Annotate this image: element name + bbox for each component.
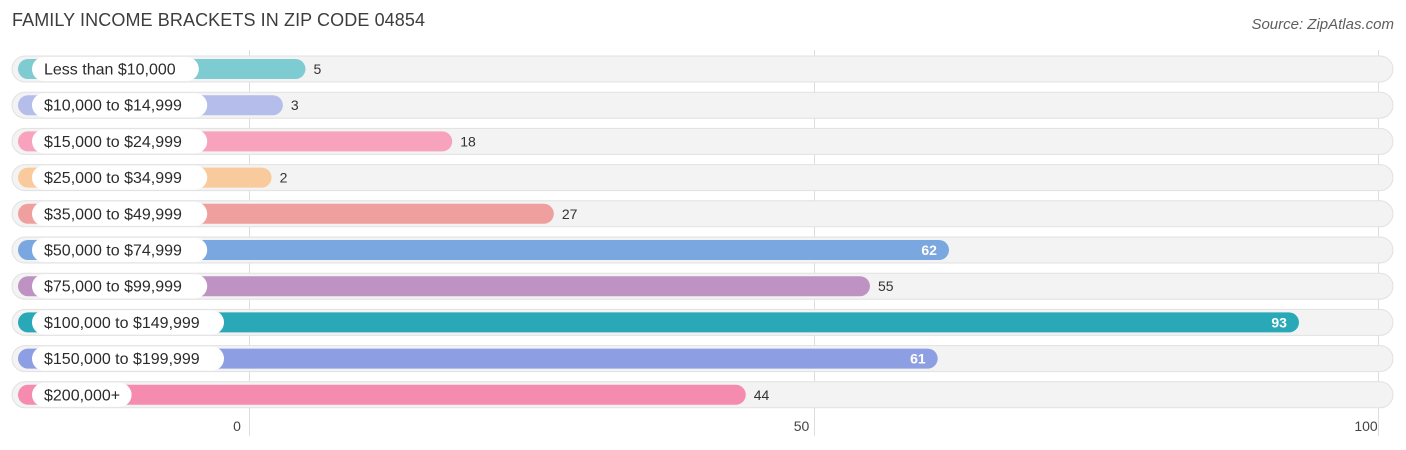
ticks-layer: 0 50 100 (233, 418, 1378, 434)
bar (18, 276, 870, 297)
category-pill (32, 238, 208, 262)
value-label: 18 (460, 133, 476, 149)
category-label: $35,000 to $49,999 (44, 206, 182, 223)
bar-track (11, 164, 1394, 192)
bar-row: $25,000 to $34,999 2 (11, 164, 1394, 192)
value-label: 44 (754, 387, 770, 403)
bar-row: $75,000 to $99,999 55 (11, 272, 1394, 300)
value-label: 5 (313, 61, 321, 77)
category-label: $50,000 to $74,999 (44, 243, 182, 260)
rows-layer: Less than $10,000 5 $10,000 to $14,999 3 $15… (11, 55, 1394, 409)
category-label: $75,000 to $99,999 (44, 279, 182, 296)
value-label: 2 (280, 170, 288, 186)
bar-row: $150,000 to $199,999 61 (11, 345, 1394, 373)
bar-row: $15,000 to $24,999 18 (11, 127, 1394, 155)
value-label: 62 (921, 242, 937, 258)
category-pill (32, 57, 199, 81)
category-label: $10,000 to $14,999 (44, 98, 182, 115)
value-label: 61 (910, 351, 926, 367)
category-pill (32, 165, 208, 190)
bar (18, 384, 746, 405)
category-pill (32, 274, 208, 299)
bar-track (11, 55, 1394, 83)
chart-title: FAMILY INCOME BRACKETS IN ZIP CODE 04854 (12, 10, 426, 30)
bar-track (11, 91, 1394, 119)
category-label: $15,000 to $24,999 (44, 134, 182, 151)
value-label: 3 (291, 97, 299, 113)
value-label: 27 (562, 206, 578, 222)
bar (18, 312, 1299, 333)
category-label: Less than $10,000 (44, 62, 176, 79)
bar-row: $10,000 to $14,999 3 (11, 91, 1394, 119)
bar-row: $100,000 to $149,999 93 (11, 308, 1394, 336)
x-tick-label: 0 (233, 418, 241, 434)
category-pill (32, 129, 208, 154)
category-label: $25,000 to $34,999 (44, 170, 182, 187)
value-label: 55 (878, 278, 894, 294)
x-tick-label: 100 (1354, 418, 1378, 434)
bar-row: $50,000 to $74,999 62 (11, 236, 1394, 264)
category-label: $100,000 to $149,999 (44, 315, 200, 332)
value-label: 93 (1271, 314, 1287, 330)
category-label: $150,000 to $199,999 (44, 351, 200, 368)
bar-row: Less than $10,000 5 (11, 55, 1394, 83)
category-pill (32, 310, 224, 335)
bar-row: $200,000+ 44 (11, 381, 1394, 409)
category-pill (32, 346, 224, 371)
category-pill (32, 201, 208, 226)
bar (18, 348, 938, 369)
bar-row: $35,000 to $49,999 27 (11, 200, 1394, 228)
category-label: $200,000+ (44, 387, 120, 404)
category-pill (32, 93, 208, 118)
x-tick-label: 50 (794, 418, 810, 434)
category-pill (32, 382, 132, 407)
bar (18, 240, 949, 260)
chart-source: Source: ZipAtlas.com (1251, 16, 1394, 33)
